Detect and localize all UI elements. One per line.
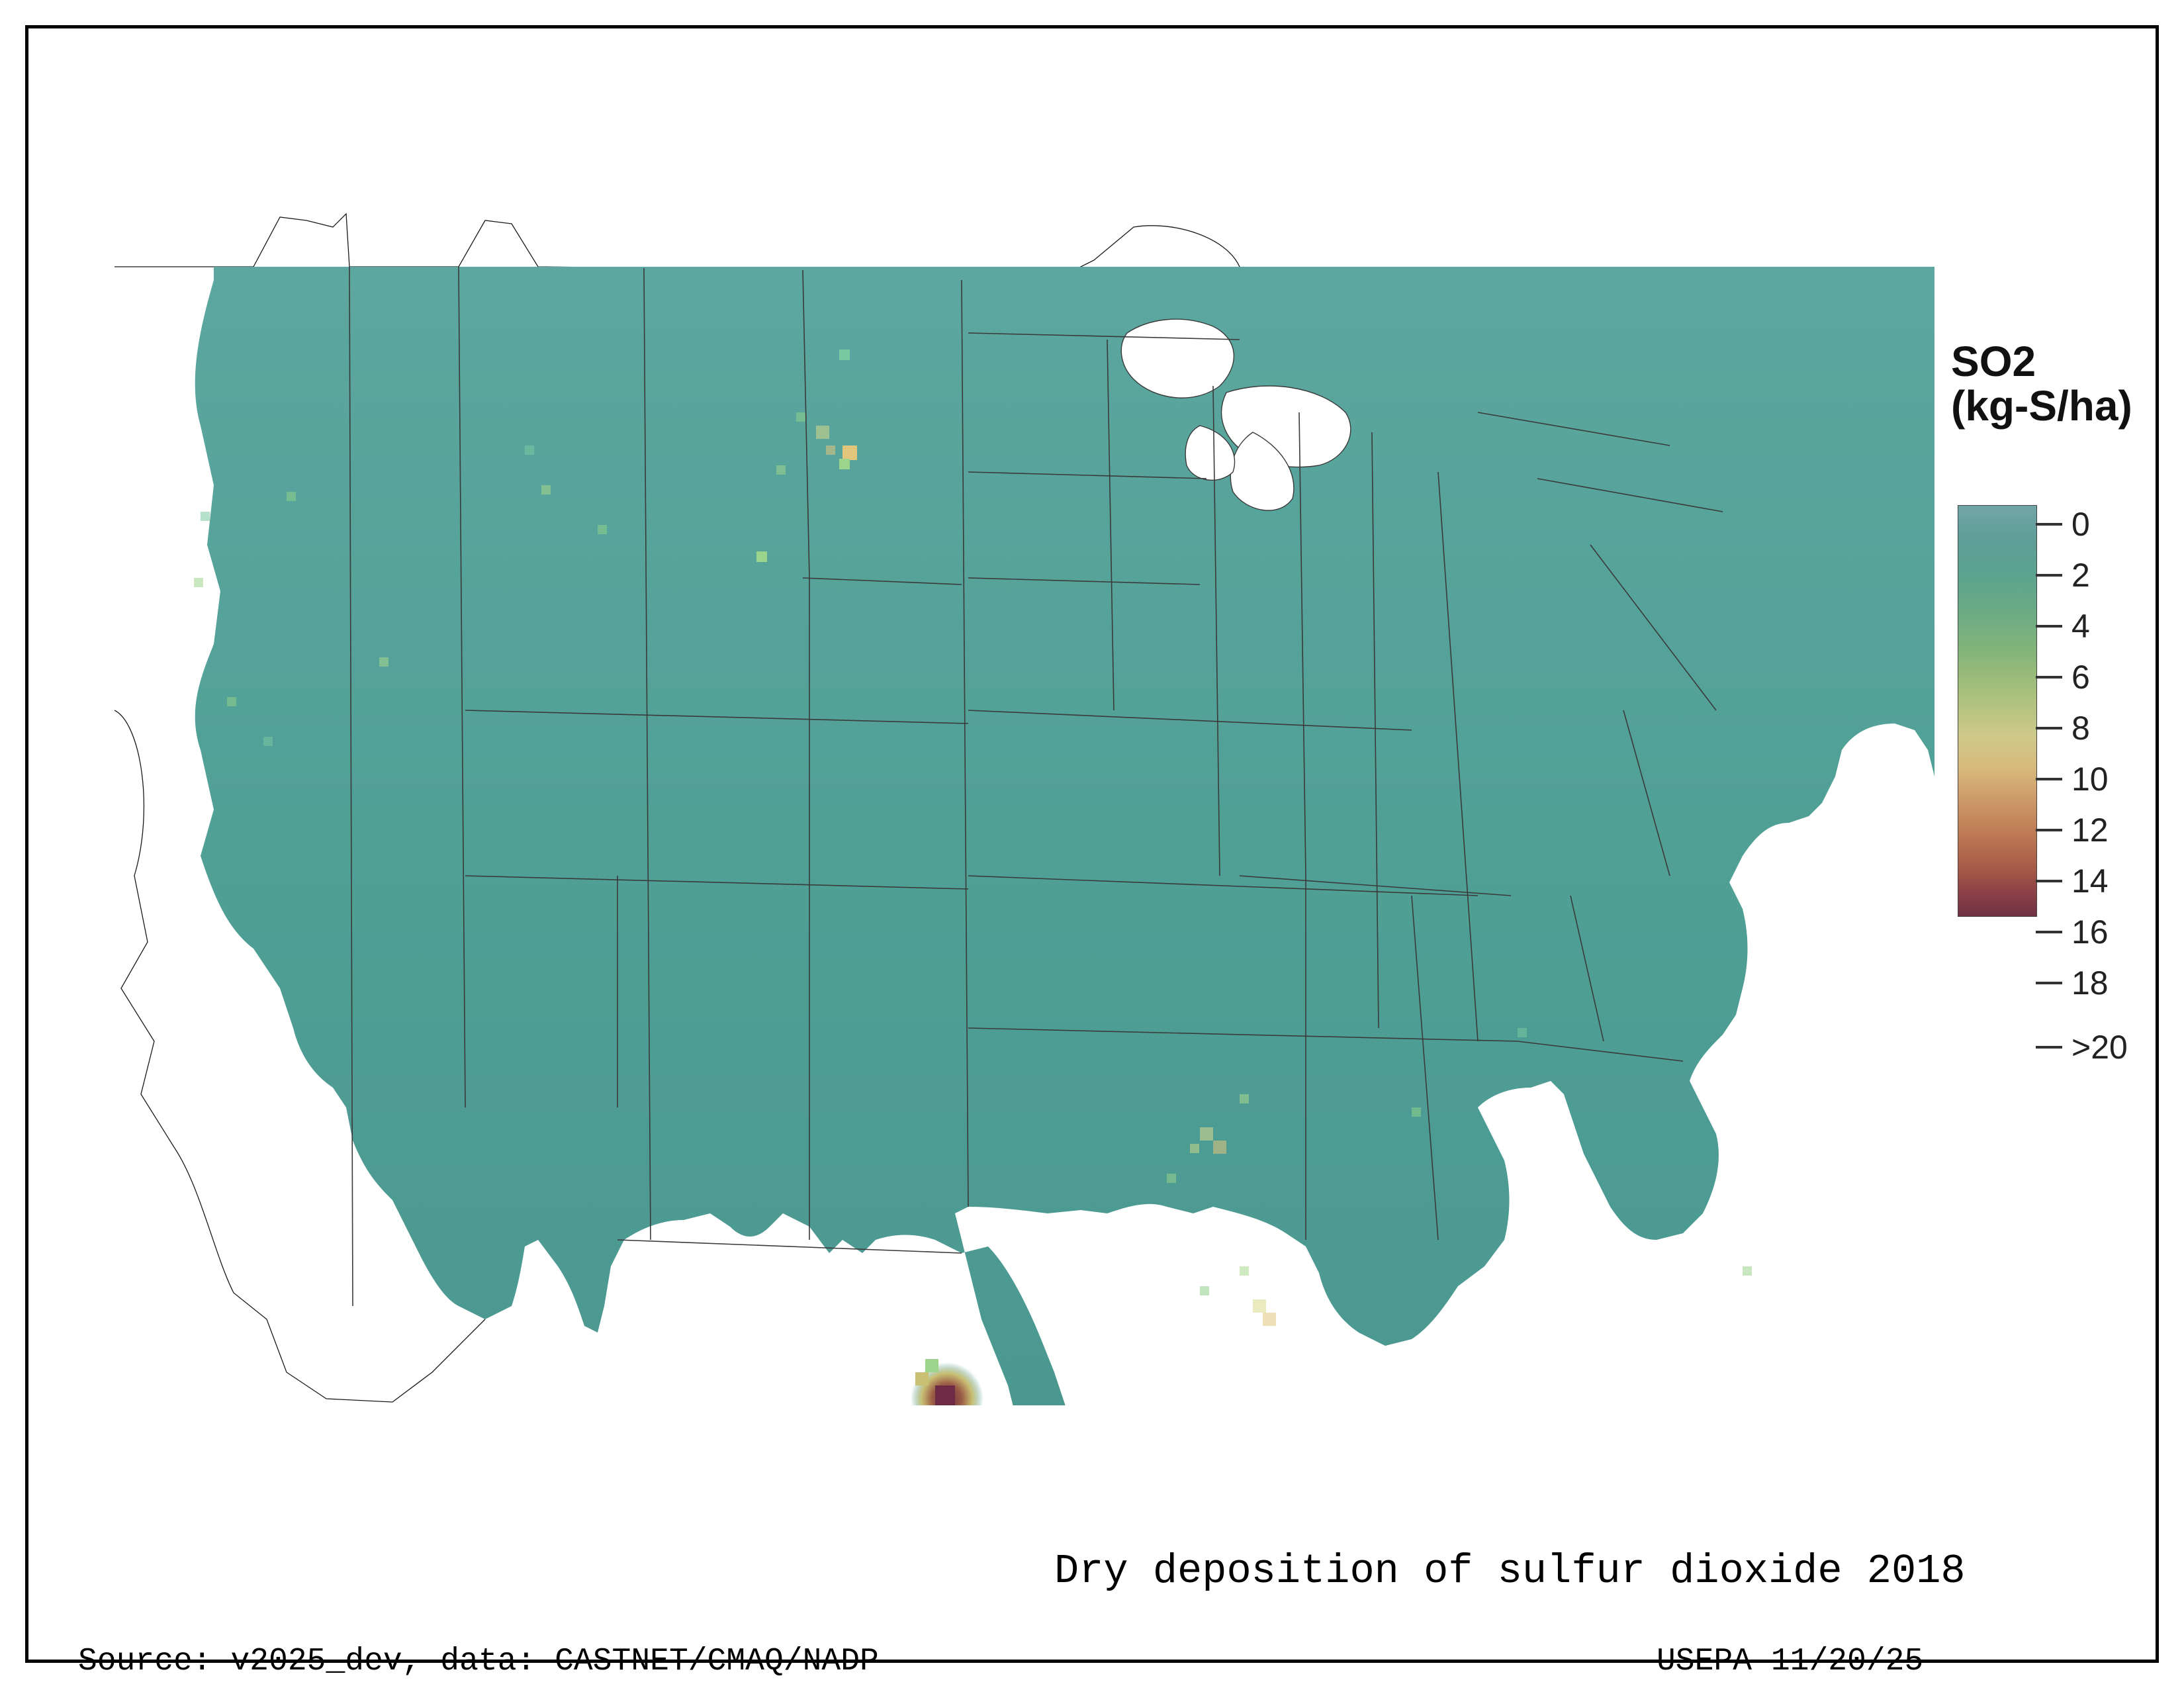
legend-tick-6: 12 [2036,811,2109,849]
us-map-container [114,115,1934,1405]
page-title: Dry deposition of sulfur dioxide 2018 [1054,1548,1966,1595]
legend-tick-10: >20 [2036,1028,2128,1066]
map-frame: SO2 (kg-S/ha) 0 2 4 6 [25,25,2159,1663]
source-text: Source: v2025_dev, data: CASTNET/CMAQ/NA… [78,1644,879,1679]
legend-tick-7: 14 [2036,862,2109,900]
legend-tick-8: 16 [2036,913,2109,951]
legend-tick-2: 4 [2036,607,2090,645]
us-choropleth-map [114,115,1934,1405]
attribution-text: USEPA 11/20/25 [1657,1644,1923,1679]
legend-tick-9: 18 [2036,964,2109,1002]
legend-tick-5: 10 [2036,760,2109,798]
texas-hotspot [911,1359,983,1405]
legend-panel: SO2 (kg-S/ha) 0 2 4 6 [1951,340,2184,1101]
legend-colorbar[interactable] [1958,505,2037,917]
legend-tick-3: 6 [2036,658,2090,696]
legend-colorbar-wrap [1958,505,2036,915]
legend-tick-4: 8 [2036,709,2090,747]
legend-tick-1: 2 [2036,556,2090,594]
us-landmass-fill [195,267,1934,1405]
legend-tick-0: 0 [2036,505,2090,543]
legend-title: SO2 (kg-S/ha) [1951,340,2132,428]
